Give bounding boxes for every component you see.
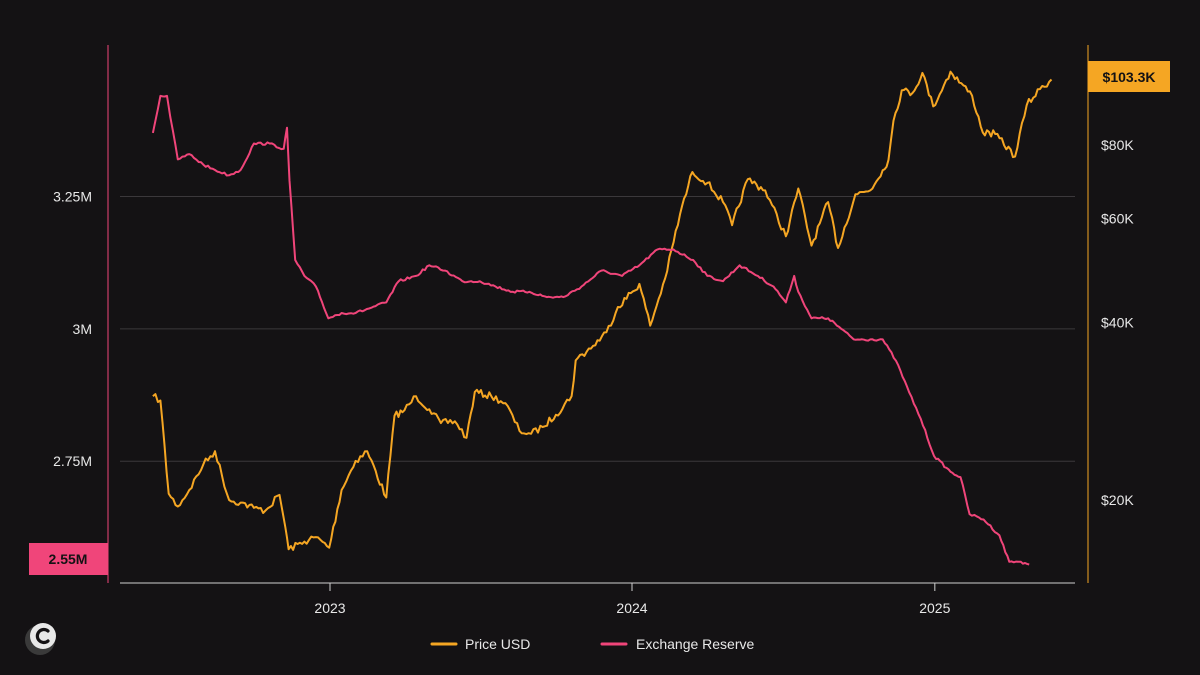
right-tick-label: $20K <box>1101 492 1134 508</box>
right-tick-label: $80K <box>1101 137 1134 153</box>
x-tick-label: 2023 <box>314 600 345 616</box>
x-tick-label: 2025 <box>919 600 950 616</box>
legend-item: Price USD <box>430 636 530 652</box>
reserve-badge-bg <box>29 543 108 575</box>
right-axis-ticks: $80K $60K $40K $20K <box>1101 137 1134 508</box>
x-tick-label: 2024 <box>616 600 647 616</box>
left-tick-label: 3M <box>73 321 92 337</box>
gridlines <box>120 195 1075 462</box>
left-tick-label: 3.25M <box>53 188 92 204</box>
legend-label: Price USD <box>465 636 530 652</box>
reserve-badge-label: 2.55M <box>49 551 88 567</box>
current-value-badges: $103.3K 2.55M <box>29 61 1170 575</box>
price-badge-bg <box>1088 61 1170 92</box>
exchange-reserve-line <box>151 94 1030 566</box>
series-lines <box>151 70 1053 566</box>
price-usd-line <box>152 70 1053 551</box>
legend-item: Exchange Reserve <box>600 636 755 652</box>
axes <box>107 45 1089 584</box>
right-tick-label: $40K <box>1101 315 1134 331</box>
left-axis-ticks: 3.25M 3M 2.75M <box>53 188 92 469</box>
price-current-badge: $103.3K <box>1088 61 1170 92</box>
reserve-current-badge: 2.55M <box>29 543 108 575</box>
legend: Price USD Exchange Reserve <box>430 636 755 652</box>
price-badge-label: $103.3K <box>1103 69 1156 85</box>
legend-label: Exchange Reserve <box>636 636 755 652</box>
left-tick-label: 2.75M <box>53 453 92 469</box>
brand-logo-icon <box>25 623 56 655</box>
right-tick-label: $60K <box>1101 211 1134 227</box>
x-axis-ticks: 2023 2024 2025 <box>314 583 951 616</box>
